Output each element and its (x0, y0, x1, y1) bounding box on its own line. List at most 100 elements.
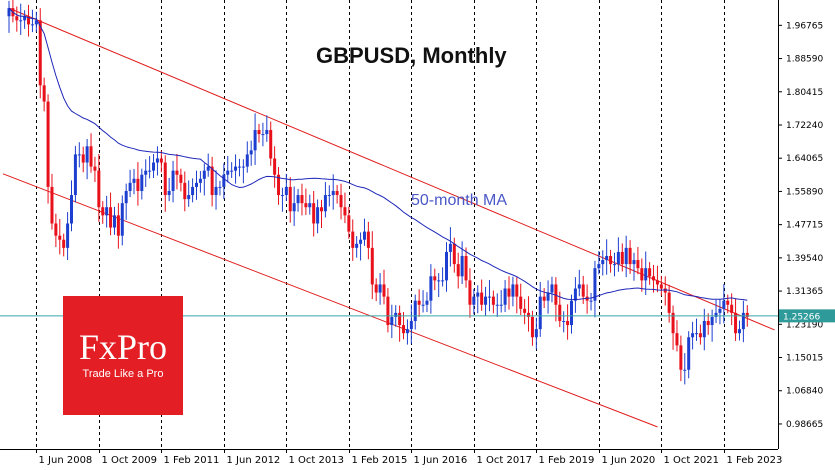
candle-body (261, 134, 265, 136)
candle-body (394, 312, 398, 317)
candle-body (706, 321, 710, 326)
candle-body (390, 316, 394, 326)
candle-body (687, 337, 691, 370)
candle-body (452, 243, 456, 265)
candle-body (214, 186, 218, 196)
candle-body (257, 130, 261, 135)
candle-body (38, 20, 42, 86)
candle-body (124, 190, 128, 204)
x-tick-label: 1 Jun 2020 (602, 455, 656, 466)
candle-body (81, 154, 85, 163)
candle-body (195, 182, 198, 187)
candle-body (148, 170, 152, 172)
candle-body (277, 174, 281, 196)
candle-body (73, 154, 77, 196)
candle-body (308, 203, 312, 208)
candle-body (503, 288, 507, 305)
candle-body (339, 195, 343, 208)
candle-body (210, 166, 214, 196)
chart-title: GBPUSD, Monthly (316, 43, 507, 68)
candle-body (624, 247, 628, 265)
candle-body (605, 255, 609, 261)
candle-body (140, 174, 144, 191)
y-tick-label: 1.72240 (786, 121, 823, 131)
candle-body (726, 300, 730, 305)
candle-body (405, 329, 409, 334)
candle-body (335, 190, 339, 196)
candle-body (316, 207, 320, 224)
candle-body (187, 195, 191, 200)
candle-body (398, 312, 402, 326)
ma-annotation: 50-month MA (411, 192, 507, 209)
candle-body (97, 170, 101, 208)
candle-body (745, 312, 749, 317)
x-tick-label: 1 Oct 2021 (664, 455, 719, 466)
candle-body (249, 150, 253, 155)
candle-body (460, 255, 464, 277)
candle-body (441, 280, 445, 282)
candle-body (179, 174, 183, 183)
candle-body (355, 243, 359, 248)
candle-body (85, 146, 89, 163)
candle-body (534, 329, 538, 338)
candle-body (445, 251, 448, 281)
x-tick-label: 1 Feb 2023 (727, 455, 783, 466)
candle-body (23, 16, 27, 21)
candle-body (402, 325, 406, 334)
candle-body (292, 203, 296, 212)
candle-body (54, 223, 58, 236)
candle-body (702, 321, 706, 338)
candle-body (679, 345, 683, 370)
candle-body (710, 316, 714, 326)
candle-body (374, 284, 378, 293)
x-tick-label: 1 Feb 2019 (539, 455, 595, 466)
candle-body (15, 16, 19, 21)
x-axis: 1 Jun 2008 1 Oct 2009 1 Feb 2011 1 Jun 2012… (36, 449, 783, 466)
y-tick-label: 1.96765 (786, 21, 823, 31)
candle-body (46, 101, 50, 187)
candle-body (93, 166, 97, 171)
candle-body (222, 174, 226, 187)
candle-body (632, 260, 636, 265)
y-tick-label: 1.31365 (786, 287, 823, 297)
x-tick-label: 1 Oct 2013 (289, 455, 344, 466)
candle-body (183, 182, 187, 200)
candle-body (409, 321, 413, 330)
current-price-box (779, 309, 835, 323)
candle-body (269, 130, 273, 159)
candle-body (120, 203, 124, 236)
candle-body (288, 186, 292, 212)
current-price-badge: 1.25266 (779, 309, 835, 323)
candle-body (644, 268, 648, 281)
candle-body (570, 300, 573, 326)
candle-body (362, 231, 366, 240)
candle-body (655, 280, 659, 285)
candle-body (609, 255, 613, 265)
candle-body (42, 85, 46, 102)
candle-body (89, 146, 93, 167)
candle-body (433, 276, 437, 281)
candle-body (499, 304, 503, 306)
candle-body (323, 195, 327, 212)
candle-body (612, 264, 616, 266)
candle-body (620, 251, 624, 265)
candle-body (652, 276, 656, 281)
candle-body (77, 154, 81, 156)
candle-body (667, 292, 671, 313)
candle-body (347, 215, 351, 232)
candle-body (27, 16, 31, 25)
candle-body (280, 195, 284, 197)
y-tick-label: 1.39540 (786, 254, 823, 264)
x-tick-label: 1 Jun 2016 (414, 455, 468, 466)
candle-body (671, 312, 675, 334)
candle-body (304, 203, 308, 208)
candle-body (530, 316, 534, 338)
candle-body (273, 158, 277, 175)
candle-body (523, 308, 527, 313)
candle-body (476, 292, 480, 297)
candle-body (320, 207, 323, 212)
fxpro-logo: FxPro Trade Like a Pro (63, 296, 183, 415)
candle-body (413, 300, 417, 322)
candle-body (62, 239, 66, 248)
candle-body (112, 215, 116, 228)
